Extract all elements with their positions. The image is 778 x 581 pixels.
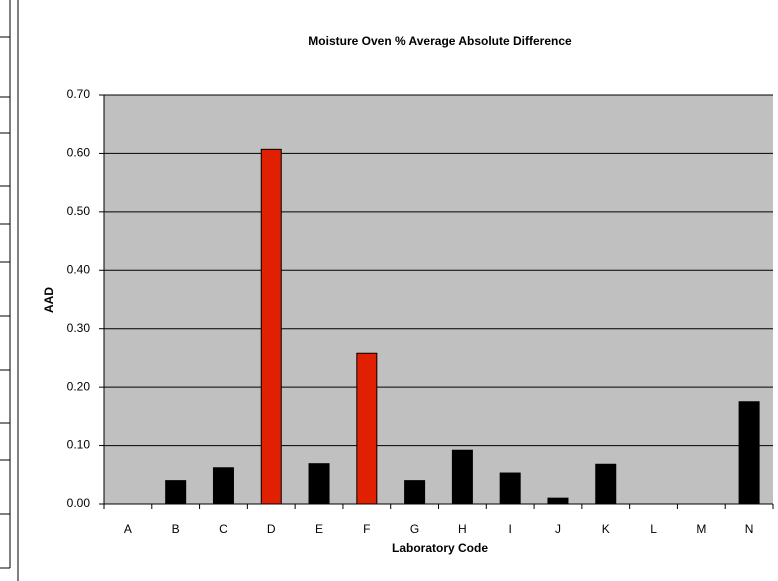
y-axis-label: AAD	[42, 287, 56, 313]
y-tick-label: 0.60	[67, 146, 91, 160]
y-tick-label: 0.50	[67, 204, 91, 218]
bar	[260, 148, 282, 505]
left-ticks	[0, 36, 10, 569]
x-tick-label: B	[172, 522, 180, 536]
y-tick-label: 0.20	[67, 379, 91, 393]
bar	[499, 472, 521, 505]
x-tick-label: J	[555, 522, 561, 536]
x-tick-label: H	[458, 522, 467, 536]
x-tick-label: N	[745, 522, 754, 536]
x-tick-label: L	[650, 522, 657, 536]
x-tick-label: K	[602, 522, 610, 536]
bar	[356, 352, 378, 505]
plot-area	[104, 95, 773, 504]
y-tick-label: 0.30	[67, 321, 91, 335]
chart-title: Moisture Oven % Average Absolute Differe…	[308, 34, 572, 48]
bar	[547, 497, 569, 505]
x-tick-label: E	[315, 522, 323, 536]
x-axis-label: Laboratory Code	[392, 541, 488, 555]
x-tick-label: M	[696, 522, 706, 536]
x-tick-label: G	[410, 522, 419, 536]
x-tick-label: F	[363, 522, 370, 536]
bar	[308, 463, 330, 505]
bar	[451, 449, 473, 505]
y-tick-label: 0.70	[67, 87, 91, 101]
bar	[595, 463, 617, 505]
y-tick-label: 0.10	[67, 438, 91, 452]
y-tick-label: 0.40	[67, 262, 91, 276]
x-tick-label: D	[267, 522, 276, 536]
x-tick-label: C	[219, 522, 228, 536]
y-tick-label: 0.00	[67, 496, 91, 510]
bar	[404, 480, 426, 505]
bar	[738, 401, 760, 505]
bar	[212, 467, 234, 505]
x-tick-label: I	[509, 522, 512, 536]
x-tick-label: A	[124, 522, 132, 536]
bar	[165, 480, 187, 505]
